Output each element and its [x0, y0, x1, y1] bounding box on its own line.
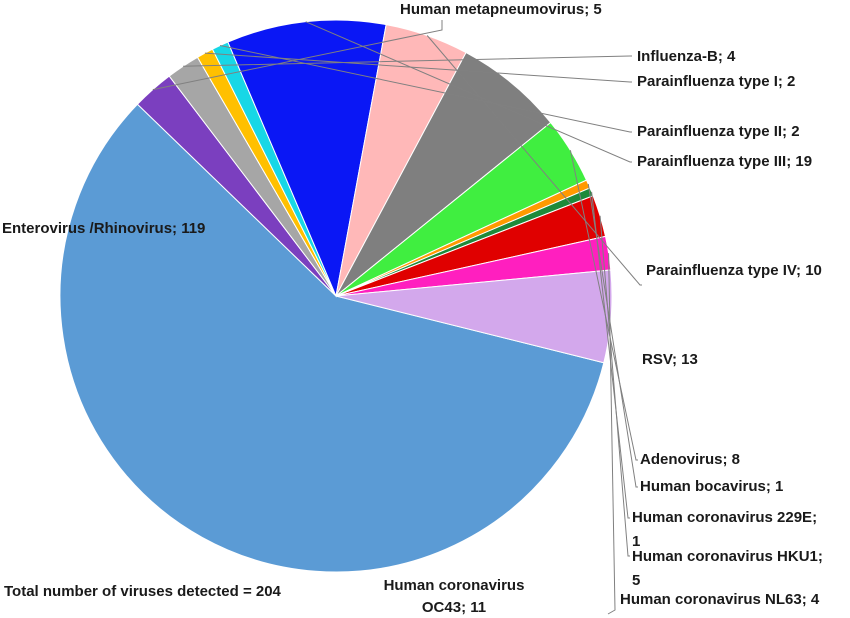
slice-label: Human bocavirus; 1	[640, 478, 783, 495]
leader-line	[219, 45, 632, 133]
slice-label: Parainfluenza type I; 2	[637, 73, 795, 90]
leader-line	[587, 183, 638, 488]
slice-label: Adenovirus; 8	[640, 451, 740, 468]
slice-label: Human coronavirus OC43; 11	[384, 577, 525, 616]
leader-line	[426, 35, 642, 286]
slice-label: Enterovirus /Rhinovirus; 119	[2, 220, 205, 237]
slice-label: Influenza-B; 4	[637, 48, 736, 65]
pie-slice-human-coronavirus-oc43	[335, 269, 613, 364]
slice-label: Parainfluenza type IV; 10	[646, 262, 822, 279]
leader-line	[569, 150, 638, 461]
leader-line	[599, 215, 630, 557]
leader-line	[183, 55, 632, 67]
total-note: Total number of viruses detected = 204	[4, 583, 282, 600]
leader-line	[607, 253, 616, 615]
slice-label: Parainfluenza type II; 2	[637, 123, 800, 140]
leader-line	[204, 52, 632, 83]
leader-line	[305, 21, 632, 163]
pie-slice-enterovirus-rhinovirus	[59, 103, 605, 573]
pie-slices	[59, 19, 613, 573]
slice-label: Human coronavirus HKU1; 5	[632, 548, 823, 589]
leader-lines	[152, 20, 642, 615]
slice-label: Parainfluenza type III; 19	[637, 153, 812, 170]
leader-line	[152, 20, 443, 91]
leader-line	[591, 191, 630, 519]
slice-label: Human metapneumovirus; 5	[400, 1, 602, 18]
slice-label: RSV; 13	[642, 351, 698, 368]
slice-label: Human coronavirus NL63; 4	[620, 591, 820, 608]
slice-labels: Enterovirus /Rhinovirus; 119 Human metapn…	[2, 1, 823, 616]
slice-label: Human coronavirus 229E; 1	[632, 509, 817, 550]
